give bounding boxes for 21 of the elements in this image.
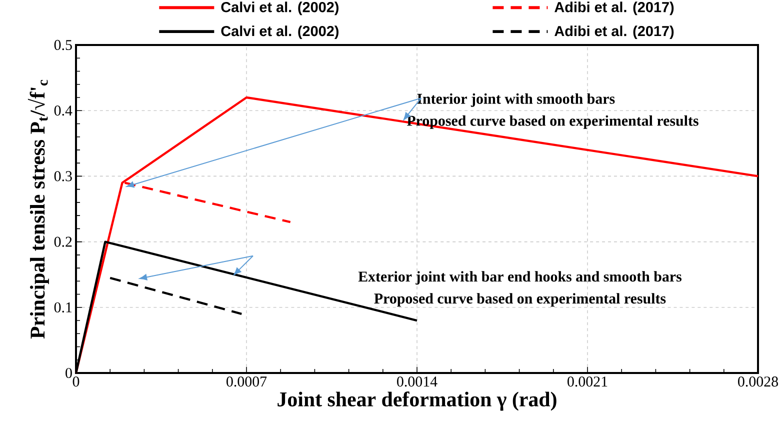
- x-tick-label: 0.0007: [226, 376, 267, 387]
- annotation: Proposed curve based on experimental results: [406, 115, 698, 129]
- annotation: Proposed curve based on experimental results: [374, 293, 666, 307]
- y-tick-label: 0: [66, 368, 72, 378]
- y-tick-label: 0.5: [54, 40, 72, 50]
- x-tick-label: 0: [72, 376, 80, 387]
- legend-label: Adibi et al. (2017): [554, 2, 674, 16]
- annotation: Exterior joint with bar end hooks and smooth bars: [358, 271, 682, 285]
- x-axis-title: Joint shear deformation γ (rad): [278, 392, 556, 411]
- x-tick-label: 0.0021: [568, 376, 608, 387]
- y-tick-label: 0.2: [54, 236, 72, 247]
- y-tick-label: 0.3: [54, 171, 72, 182]
- annotation: Interior joint with smooth bars: [417, 93, 615, 107]
- legend-label: Adibi et al. (2017): [554, 26, 674, 40]
- y-axis-title: Principal tensile stress P$_{t}$/√f'$_{c}$: [28, 80, 49, 339]
- y-tick-label: 0.1: [54, 302, 72, 312]
- x-tick-label: 0.0028: [738, 376, 778, 387]
- x-tick-label: 0.0014: [397, 376, 438, 387]
- legend-label: Calvi et al. (2002): [221, 26, 338, 40]
- legend-label: Calvi et al. (2002): [221, 2, 338, 16]
- y-tick-label: 0.4: [54, 106, 72, 116]
